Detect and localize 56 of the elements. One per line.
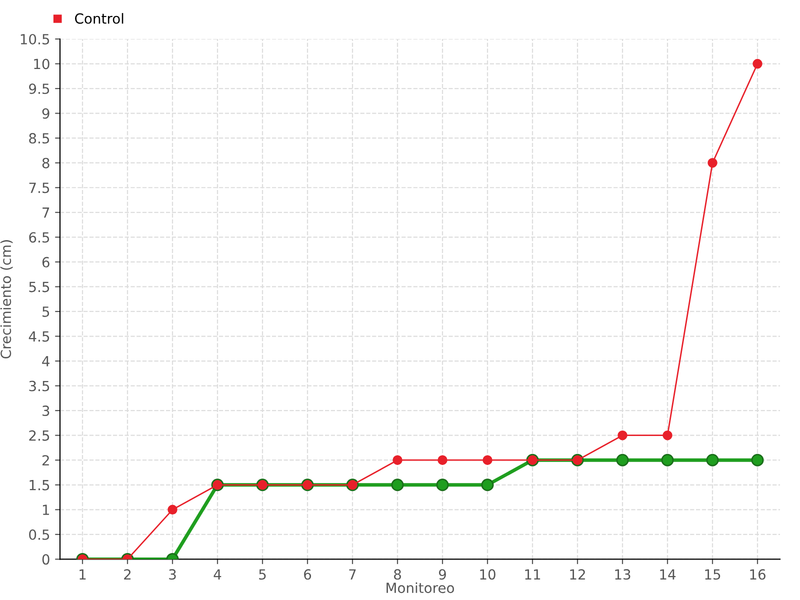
point <box>168 504 178 515</box>
point <box>752 58 762 69</box>
x-tick-label: 10 <box>480 569 496 580</box>
y-tick-label: 3.5 <box>29 380 50 392</box>
x-tick-label: 4 <box>214 569 222 580</box>
x-tick-label: 8 <box>394 569 401 580</box>
y-tick-label: 2.5 <box>29 430 50 441</box>
legend-label: Control <box>75 13 124 24</box>
y-tick-label: 4.5 <box>28 331 50 342</box>
y-tick-label: 2 <box>42 455 49 466</box>
point <box>708 158 718 168</box>
x-tick-label: 11 <box>525 569 540 580</box>
point <box>661 454 674 466</box>
point <box>392 455 402 465</box>
x-tick-label: 5 <box>259 569 266 580</box>
point <box>751 454 764 466</box>
y-tick-label: 6.5 <box>29 232 50 243</box>
y-tick-label: 3 <box>42 406 50 416</box>
point <box>438 455 448 465</box>
x-tick-label: 16 <box>750 569 766 580</box>
point <box>662 430 672 440</box>
y-tick-label: 7 <box>42 208 50 218</box>
y-tick-label: 0.5 <box>29 529 50 540</box>
point <box>616 454 629 466</box>
x-tick-label: 2 <box>124 569 131 580</box>
x-tick-label: 3 <box>169 569 176 580</box>
x-tick-label: 1 <box>80 569 86 580</box>
x-tick-label: 9 <box>438 569 446 580</box>
x-tick-label: 15 <box>705 569 720 580</box>
y-tick-label: 10.5 <box>20 34 50 44</box>
x-tick-label: 7 <box>349 569 356 580</box>
x-tick-label: 6 <box>304 569 312 580</box>
point <box>391 478 404 492</box>
y-tick-label: 9.5 <box>29 84 50 94</box>
point <box>481 478 494 492</box>
point <box>618 430 628 440</box>
point <box>706 454 719 466</box>
point <box>436 478 449 492</box>
y-tick-label: 5.5 <box>29 282 50 292</box>
y-tick-label: 8 <box>42 158 50 168</box>
y-tick-label: 9 <box>42 108 50 119</box>
x-axis-title: Monitoreo <box>386 582 454 594</box>
y-tick-label: 10 <box>34 58 50 70</box>
y-tick-label: 8.5 <box>29 133 50 144</box>
y-tick-label: 4 <box>42 356 50 366</box>
y-tick-label: 7.5 <box>29 182 50 194</box>
y-tick-label: 6 <box>42 256 50 268</box>
x-tick-label: 14 <box>660 569 676 580</box>
y-tick-label: 0 <box>42 554 50 565</box>
x-tick-label: 12 <box>570 569 585 580</box>
point <box>482 455 492 465</box>
y-axis-title: Crecimiento (cm) <box>0 240 13 358</box>
x-tick-label: 13 <box>615 569 630 580</box>
y-tick-label: 1.5 <box>30 480 50 490</box>
y-tick-label: 1 <box>42 504 49 515</box>
y-tick-label: 5 <box>42 306 50 317</box>
